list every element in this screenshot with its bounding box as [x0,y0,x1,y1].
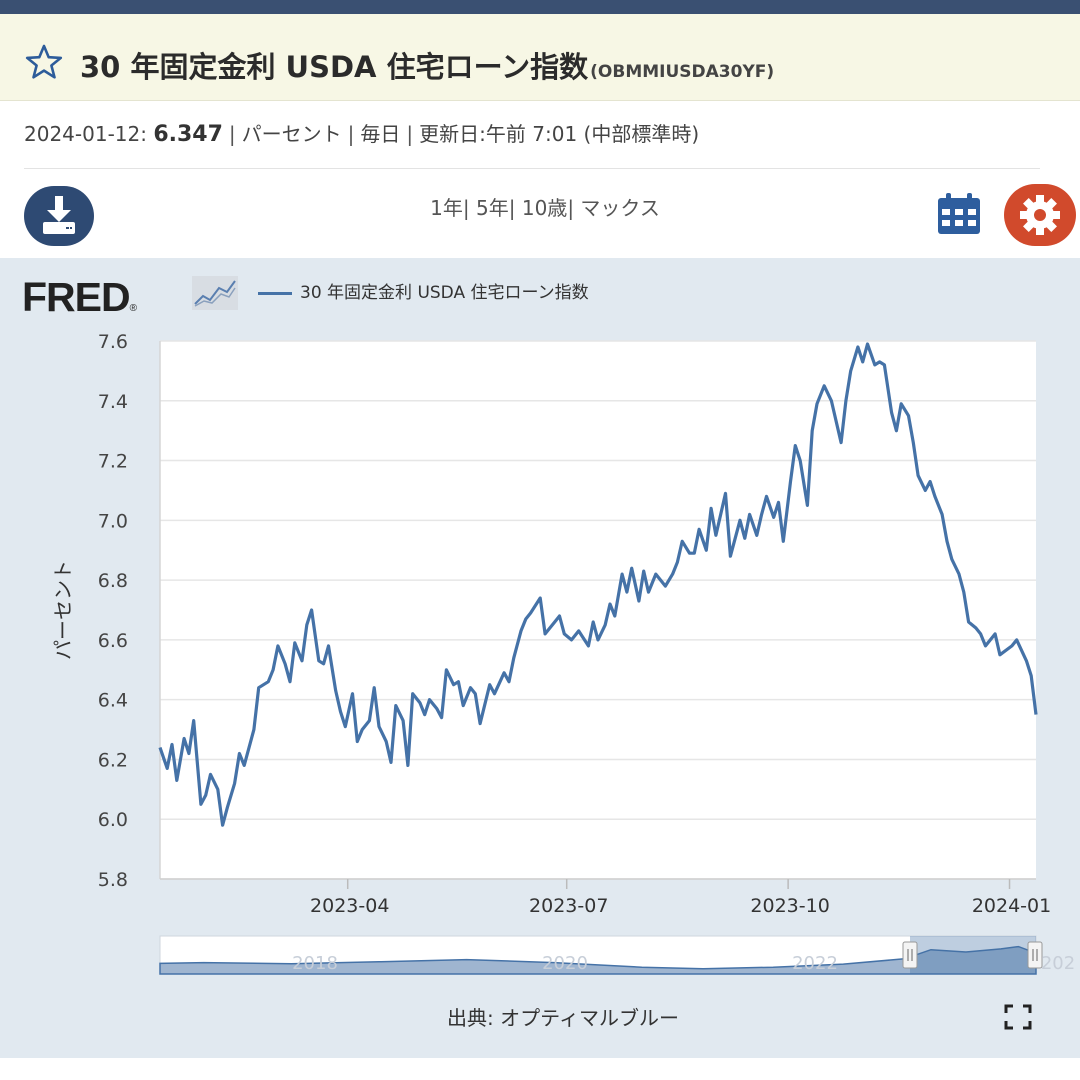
units-label: パーセント [241,122,342,146]
range-10y-link[interactable]: 10歳 [521,196,568,220]
y-axis-label: パーセント [51,560,75,660]
x-tick-label: 2023-04 [310,895,389,917]
calendar-icon[interactable] [936,192,982,236]
legend-swatch [258,291,292,295]
navigator-selection[interactable] [910,936,1036,974]
navigator-series [159,945,1037,975]
chart-toolbar: 1年| 5年| 10歳| マックス [0,180,1080,256]
fullscreen-icon[interactable] [1004,1004,1032,1030]
line-chart: 7.6 7.4 7.2 7.0 6.8 6.6 6.4 6.2 6.0 5.8 2023-04 202… [51,331,1075,975]
y-tick-label: 7.4 [98,391,128,413]
fred-logo: FRED® [22,274,137,320]
x-tick-label: 2024-01 [972,895,1051,917]
observation-value: 6.347 [153,122,223,147]
navigator-tick-label: 2018 [292,953,338,974]
legend-label: 30 年固定金利 USDA 住宅ローン指数 [300,283,589,303]
fred-sparkline-icon [192,276,238,310]
navigator-tick-label: 202 [1041,953,1075,974]
source-label: 出典: オプティマルブルー [447,1006,679,1030]
y-tick-label: 6.2 [98,749,128,771]
range-5y-link[interactable]: 5年 [476,196,509,220]
download-button[interactable] [24,186,94,246]
settings-button[interactable] [1004,184,1076,246]
x-tick-label: 2023-10 [750,895,829,917]
x-tick-label: 2023-07 [529,895,608,917]
range-max-link[interactable]: マックス [580,196,660,220]
y-tick-label: 6.0 [98,809,128,831]
plot-area [160,341,1036,879]
page-title: 30 年固定金利 USDA 住宅ローン指数 (OBMMIUSDA30YF) [80,50,775,84]
navigator-handle[interactable] [1027,941,1043,969]
y-tick-label: 5.8 [98,869,128,891]
series-header: 30 年固定金利 USDA 住宅ローン指数 (OBMMIUSDA30YF) [0,14,1080,101]
gear-icon [1020,195,1060,235]
range-1y-link[interactable]: 1年 [430,196,463,220]
y-tick-label: 6.4 [98,690,128,712]
divider [24,168,1040,169]
navigator-handle[interactable] [902,941,918,969]
navigator-tick-label: 2022 [792,953,838,974]
y-tick-label: 7.0 [98,510,128,532]
frequency-label: 毎日 [360,122,401,146]
star-icon[interactable] [24,42,64,82]
observation-date: 2024-01-12: [24,122,147,146]
y-tick-label: 7.6 [98,331,128,353]
updated-label: 更新日:午前 7:01 (中部標準時) [419,122,700,146]
date-range-selector: 1年| 5年| 10歳| マックス [430,196,660,220]
series-meta: 2024-01-12: 6.347 | パーセント | 毎日 | 更新日:午前 7:01 (… [24,122,700,147]
series-line [158,342,1038,827]
top-nav-bar [0,0,1080,14]
navigator-tick-label: 2020 [542,953,588,974]
chart-legend: 30 年固定金利 USDA 住宅ローン指数 [258,278,589,303]
y-tick-label: 6.8 [98,570,128,592]
y-tick-label: 6.6 [98,630,128,652]
y-tick-label: 7.2 [98,451,128,473]
series-id: (OBMMIUSDA30YF) [590,62,775,82]
bottom-strip [0,1058,1080,1080]
download-icon [43,196,75,234]
